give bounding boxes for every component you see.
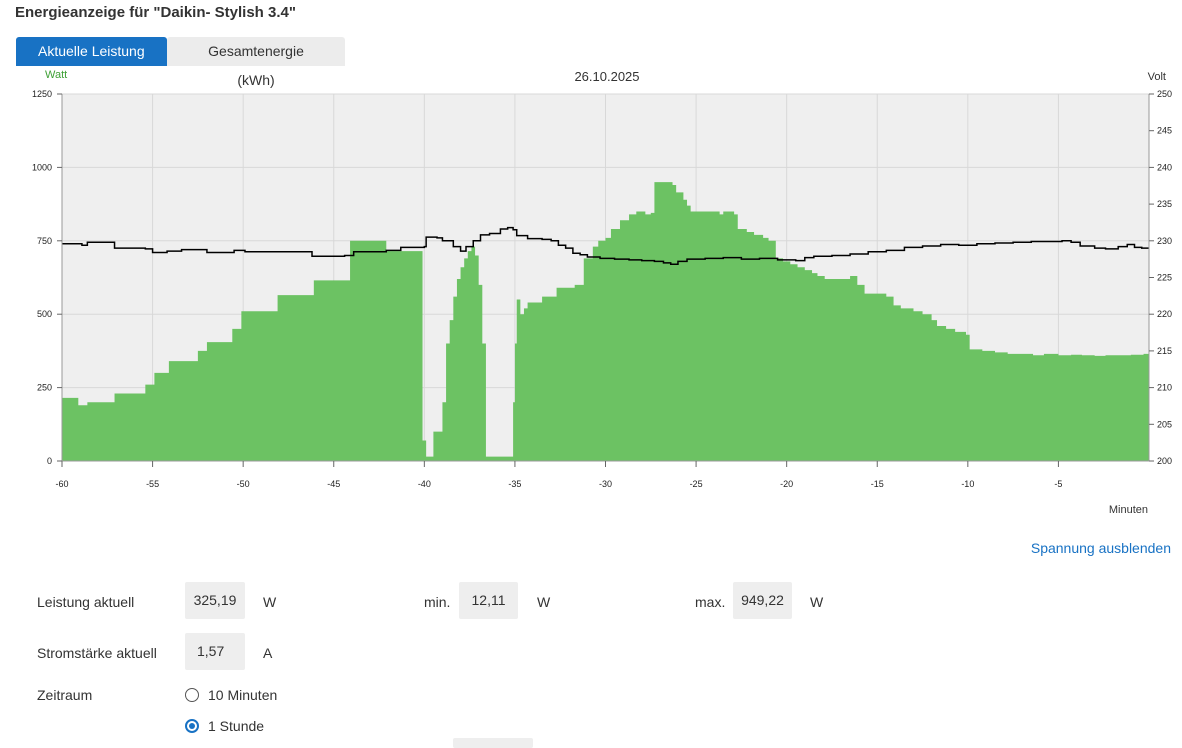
current-unit: A — [263, 645, 273, 661]
x-tick-label: -55 — [146, 479, 159, 489]
x-tick-label: -30 — [599, 479, 612, 489]
period-option-label: 1 Stunde — [208, 718, 265, 734]
view-tabs: Aktuelle Leistung (Watt) Gesamtenergie (… — [16, 37, 345, 88]
current-label: Stromstärke aktuell — [37, 645, 157, 661]
y-tick-label: 750 — [37, 236, 52, 246]
y2-tick-label: 240 — [1157, 162, 1172, 172]
x-tick-label: -40 — [418, 479, 431, 489]
y-tick-label: 1250 — [32, 89, 52, 99]
y-tick-label: 0 — [47, 456, 52, 466]
x-tick-label: -35 — [508, 479, 521, 489]
radio-unchecked-icon — [185, 688, 199, 702]
tab-current-power[interactable]: Aktuelle Leistung (Watt) — [16, 37, 167, 88]
min-label: min. — [424, 594, 451, 610]
radio-checked-icon — [185, 719, 199, 733]
y2-tick-label: 235 — [1157, 199, 1172, 209]
page-title: Energieanzeige für "Daikin- Stylish 3.4" — [15, 4, 296, 21]
y2-axis-title: Volt — [1148, 71, 1166, 83]
chart-title: 26.10.2025 — [574, 69, 639, 84]
y2-tick-label: 225 — [1157, 273, 1172, 283]
y2-tick-label: 215 — [1157, 346, 1172, 356]
tab-total-energy[interactable]: Gesamtenergie (kWh) — [167, 37, 345, 88]
power-value: 325,19 — [185, 582, 245, 619]
x-tick-label: -60 — [55, 479, 68, 489]
period-option-1h[interactable]: 1 Stunde — [185, 718, 264, 734]
y-tick-label: 1000 — [32, 162, 52, 172]
x-tick-label: -10 — [961, 479, 974, 489]
period-option-label: 10 Minuten — [208, 687, 278, 703]
power-area-series — [62, 182, 1149, 461]
max-label: max. — [695, 594, 726, 610]
x-tick-label: -25 — [690, 479, 703, 489]
x-tick-label: -5 — [1054, 479, 1062, 489]
y-axis-title: Watt — [45, 69, 67, 81]
toggle-voltage-link[interactable]: Spannung ausblenden — [1030, 540, 1171, 556]
max-unit: W — [810, 594, 824, 610]
y-tick-label: 250 — [37, 383, 52, 393]
x-tick-label: -50 — [237, 479, 250, 489]
y2-tick-label: 210 — [1157, 383, 1172, 393]
y2-tick-label: 230 — [1157, 236, 1172, 246]
power-label: Leistung aktuell — [37, 594, 135, 610]
power-chart: -60 -55 -50 -45 -40 -35 -30 -25 -20 -15 -10 -502505… — [32, 69, 1172, 516]
y2-tick-label: 200 — [1157, 456, 1172, 466]
power-unit: W — [263, 594, 277, 610]
min-unit: W — [537, 594, 551, 610]
min-value: 12,11 — [459, 582, 518, 619]
x-axis-title: Minuten — [1109, 504, 1148, 516]
y2-tick-label: 220 — [1157, 309, 1172, 319]
x-tick-label: -45 — [327, 479, 340, 489]
y2-tick-label: 245 — [1157, 126, 1172, 136]
period-option-10min[interactable]: 10 Minuten — [185, 687, 277, 703]
x-tick-label: -15 — [871, 479, 884, 489]
y-tick-label: 500 — [37, 309, 52, 319]
period-label: Zeitraum — [37, 687, 93, 703]
x-tick-label: -20 — [780, 479, 793, 489]
y2-tick-label: 250 — [1157, 89, 1172, 99]
cut-off-field — [453, 738, 533, 748]
current-value: 1,57 — [185, 633, 245, 670]
voltage-line-series — [62, 226, 1149, 266]
max-value: 949,22 — [733, 582, 792, 619]
y2-tick-label: 205 — [1157, 419, 1172, 429]
